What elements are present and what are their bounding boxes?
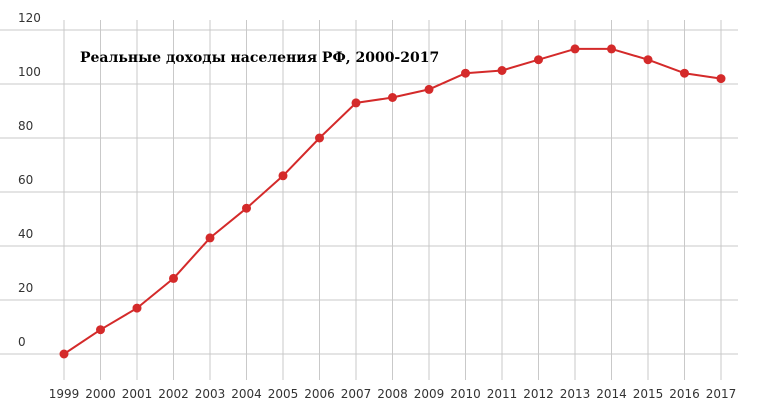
data-point: [497, 66, 507, 75]
x-tick-label: 2004: [231, 387, 262, 401]
data-point: [461, 68, 470, 78]
x-tick-label: 2015: [633, 387, 664, 401]
data-point: [388, 93, 397, 102]
data-point: [278, 171, 288, 181]
data-point: [315, 133, 324, 143]
data-point: [424, 84, 434, 94]
y-tick-label: 40: [18, 227, 33, 241]
data-point: [351, 98, 361, 108]
grid-lines: [0, 20, 738, 380]
x-tick-label: 2000: [85, 387, 116, 401]
y-tick-label: 0: [18, 335, 26, 349]
data-point: [570, 44, 580, 54]
data-point: [242, 203, 251, 213]
data-point: [169, 273, 178, 283]
x-tick-label: 2009: [414, 387, 445, 401]
x-tick-label: 2013: [560, 387, 591, 401]
x-tick-label: 2007: [341, 387, 372, 401]
data-point: [680, 68, 689, 78]
y-tick-label: 80: [18, 119, 33, 133]
data-point: [534, 55, 543, 65]
x-tick-label: 2006: [304, 387, 335, 401]
x-tick-label: 2014: [596, 387, 627, 401]
x-tick-label: 2016: [669, 387, 700, 401]
x-tick-label: 2010: [450, 387, 481, 401]
x-tick-label: 2001: [122, 387, 153, 401]
data-point: [643, 55, 653, 65]
x-tick-label: 2017: [706, 387, 737, 401]
x-tick-label: 2011: [487, 387, 518, 401]
y-axis-ticks: 0 20 40 60 80 100 120: [18, 11, 41, 349]
y-tick-label: 60: [18, 173, 33, 187]
x-tick-label: 2012: [523, 387, 554, 401]
x-tick-label: 2005: [268, 387, 299, 401]
x-axis-ticks: 1999 2000 2001 2002 2003 2004 2005 2006 2007 2008…: [49, 387, 737, 401]
y-tick-label: 20: [18, 281, 33, 295]
x-tick-label: 2003: [195, 387, 226, 401]
data-point: [607, 44, 616, 54]
data-point: [716, 74, 726, 84]
x-tick-label: 2002: [158, 387, 189, 401]
data-point: [132, 303, 142, 313]
data-point: [96, 325, 105, 335]
x-tick-label: 1999: [49, 387, 80, 401]
data-points: [59, 44, 726, 359]
chart-title: Реальные доходы населения РФ, 2000-2017: [80, 50, 439, 66]
x-tick-label: 2008: [377, 387, 408, 401]
y-tick-label: 100: [18, 65, 41, 79]
data-point: [205, 233, 215, 243]
data-point: [59, 349, 69, 359]
y-tick-label: 120: [18, 11, 41, 25]
